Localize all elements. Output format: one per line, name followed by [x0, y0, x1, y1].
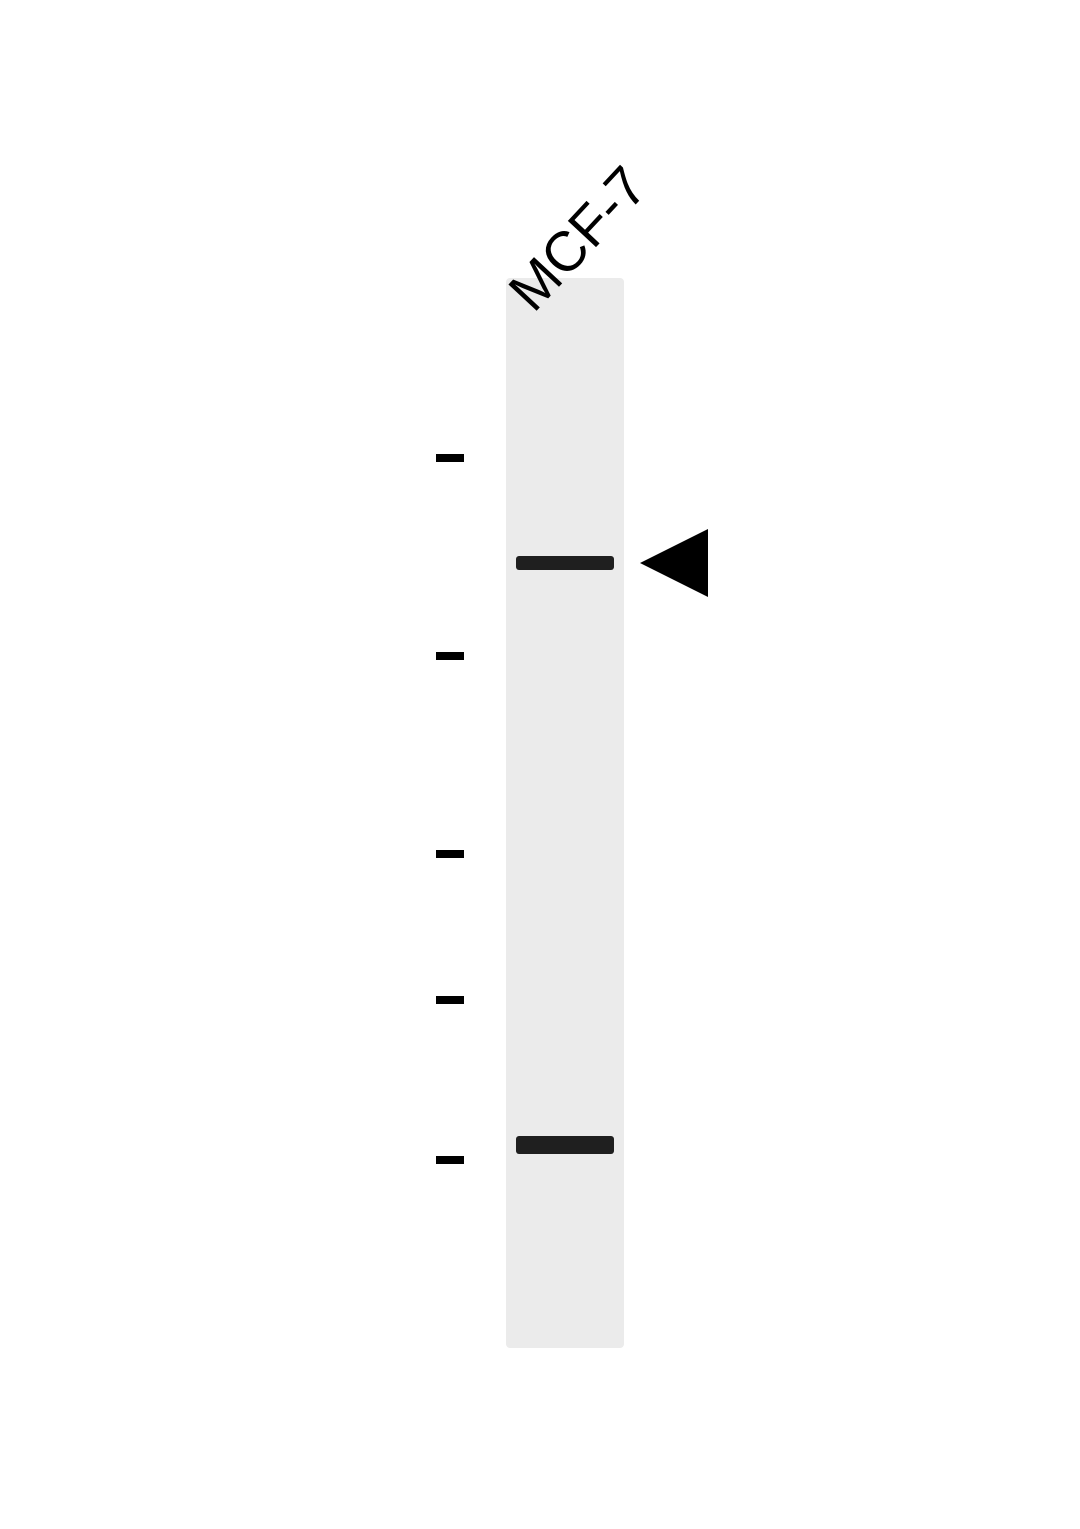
- protein-band: [516, 1136, 614, 1154]
- mw-tick: [436, 1156, 464, 1164]
- mw-tick: [436, 996, 464, 1004]
- mw-tick: [436, 850, 464, 858]
- target-band-arrow-icon: [640, 529, 708, 597]
- blot-lane: [506, 278, 624, 1348]
- protein-band: [516, 556, 614, 570]
- mw-tick: [436, 652, 464, 660]
- mw-tick: [436, 454, 464, 462]
